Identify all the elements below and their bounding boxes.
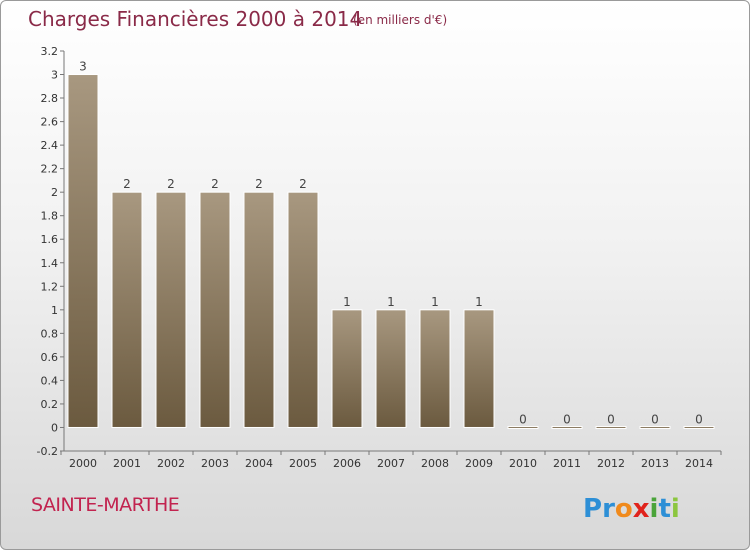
x-tick-label: 2014: [685, 457, 713, 470]
bars: [67, 74, 715, 429]
chart-subtitle: (en milliers d'€): [353, 13, 448, 27]
y-tick-label: 0.8: [41, 327, 59, 340]
y-tick-label: 2.4: [41, 139, 59, 152]
data-label: 2: [211, 177, 219, 191]
data-label: 2: [299, 177, 307, 191]
x-tick-label: 2001: [113, 457, 141, 470]
data-labels: 3 2 2 2 2 2 1 1 1 1 0 0 0 0 0: [79, 60, 703, 427]
y-tick-label: 1.6: [41, 233, 59, 246]
y-tick-label: 1: [51, 304, 58, 317]
data-label: 2: [167, 177, 175, 191]
data-label: 3: [79, 60, 87, 74]
bar-2009: [463, 309, 495, 428]
x-tick-label: 2009: [465, 457, 493, 470]
x-tick-label: 2005: [289, 457, 317, 470]
y-tick-label: 2.6: [41, 116, 59, 129]
x-tick-label: 2004: [245, 457, 273, 470]
y-tick-label: 1.8: [41, 210, 59, 223]
x-tick-label: 2007: [377, 457, 405, 470]
town-name: SAINTE-MARTHE: [31, 494, 180, 516]
bar-2011: [551, 425, 583, 429]
data-label: 1: [387, 295, 395, 309]
data-label: 0: [563, 412, 571, 426]
y-tick-label: 1.2: [41, 280, 59, 293]
x-tick-label: 2013: [641, 457, 669, 470]
x-tick-label: 2006: [333, 457, 361, 470]
bar-2006: [331, 309, 363, 428]
x-tick-label: 2008: [421, 457, 449, 470]
chart-title: Charges Financières 2000 à 2014: [28, 7, 363, 31]
y-tick-label: 0.2: [41, 398, 59, 411]
x-tick-label: 2002: [157, 457, 185, 470]
x-tick-label: 2011: [553, 457, 581, 470]
x-tick-label: 2003: [201, 457, 229, 470]
bar-2002: [155, 191, 187, 428]
x-tick-label: 2010: [509, 457, 537, 470]
bar-2000: [67, 74, 99, 428]
y-tick-label: 1.4: [41, 257, 59, 270]
data-label: 2: [123, 177, 131, 191]
y-tick-label: -0.2: [37, 445, 58, 458]
x-tick-label: 2000: [69, 457, 97, 470]
data-label: 0: [607, 412, 615, 426]
y-tick-label: 3.2: [41, 45, 59, 58]
y-tick-label: 0: [51, 421, 58, 434]
y-tick-label: 2.8: [41, 92, 59, 105]
bar-2012: [595, 425, 627, 429]
data-label: 1: [431, 295, 439, 309]
bar-2010: [507, 425, 539, 429]
y-axis: -0.2 0 0.2 0.4 0.6 0.8 1 1.2 1.4 1.6 1.8 2 2.2 2.4 2.6…: [37, 45, 65, 458]
data-label: 0: [651, 412, 659, 426]
y-tick-label: 0.6: [41, 351, 59, 364]
bar-2013: [639, 425, 671, 429]
bar-2014: [683, 425, 715, 429]
data-label: 1: [343, 295, 351, 309]
bar-2005: [287, 191, 319, 428]
y-tick-label: 2.2: [41, 163, 59, 176]
y-tick-label: 3: [51, 69, 58, 82]
svg-text:Proxiti: Proxiti: [583, 494, 680, 524]
y-tick-label: 0.4: [41, 374, 59, 387]
bar-2007: [375, 309, 407, 428]
proxiti-logo: Proxiti: [583, 494, 680, 524]
data-label: 0: [519, 412, 527, 426]
x-axis: 2000 2001 2002 2003 2004 2005 2006 2007 2008 2009…: [60, 450, 722, 470]
x-tick-label: 2012: [597, 457, 625, 470]
y-tick-label: 2: [51, 186, 58, 199]
bar-2001: [111, 191, 143, 428]
bar-2003: [199, 191, 231, 428]
data-label: 0: [695, 412, 703, 426]
bar-2004: [243, 191, 275, 428]
data-label: 1: [475, 295, 483, 309]
bar-2008: [419, 309, 451, 428]
data-label: 2: [255, 177, 263, 191]
